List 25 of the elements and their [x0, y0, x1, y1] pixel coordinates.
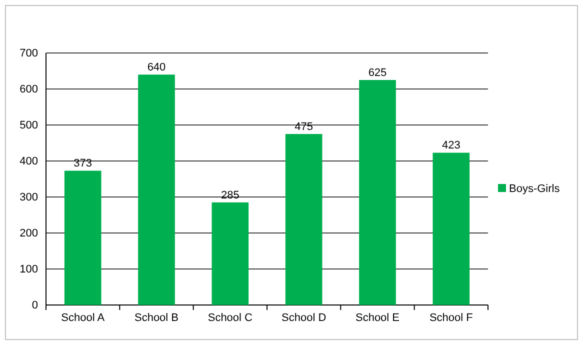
y-tick-label: 300	[20, 192, 38, 204]
y-tick-label: 700	[20, 48, 38, 60]
bar	[432, 152, 470, 305]
bar	[138, 74, 175, 305]
x-tick-label: School A	[61, 312, 106, 324]
y-tick-label: 0	[32, 300, 38, 312]
data-label: 423	[442, 140, 460, 152]
bar	[359, 80, 396, 305]
y-tick-label: 400	[20, 156, 38, 168]
y-tick-label: 600	[20, 84, 38, 96]
data-label: 640	[147, 62, 166, 74]
y-tick-label: 100	[20, 264, 38, 276]
y-tick-label: 500	[20, 120, 38, 132]
x-tick-label: School C	[208, 312, 253, 324]
x-tick-label: School F	[429, 312, 474, 324]
bar	[64, 170, 102, 305]
x-tick-label: School B	[134, 312, 179, 324]
y-tick-label: 200	[20, 228, 38, 240]
x-tick-label: School E	[355, 312, 400, 324]
bar	[212, 202, 249, 305]
data-label: 625	[368, 67, 387, 79]
x-tick-label: School D	[282, 312, 326, 324]
legend-label: Boys-Girls	[509, 183, 560, 195]
bar	[285, 134, 322, 305]
data-label: 373	[74, 158, 92, 170]
